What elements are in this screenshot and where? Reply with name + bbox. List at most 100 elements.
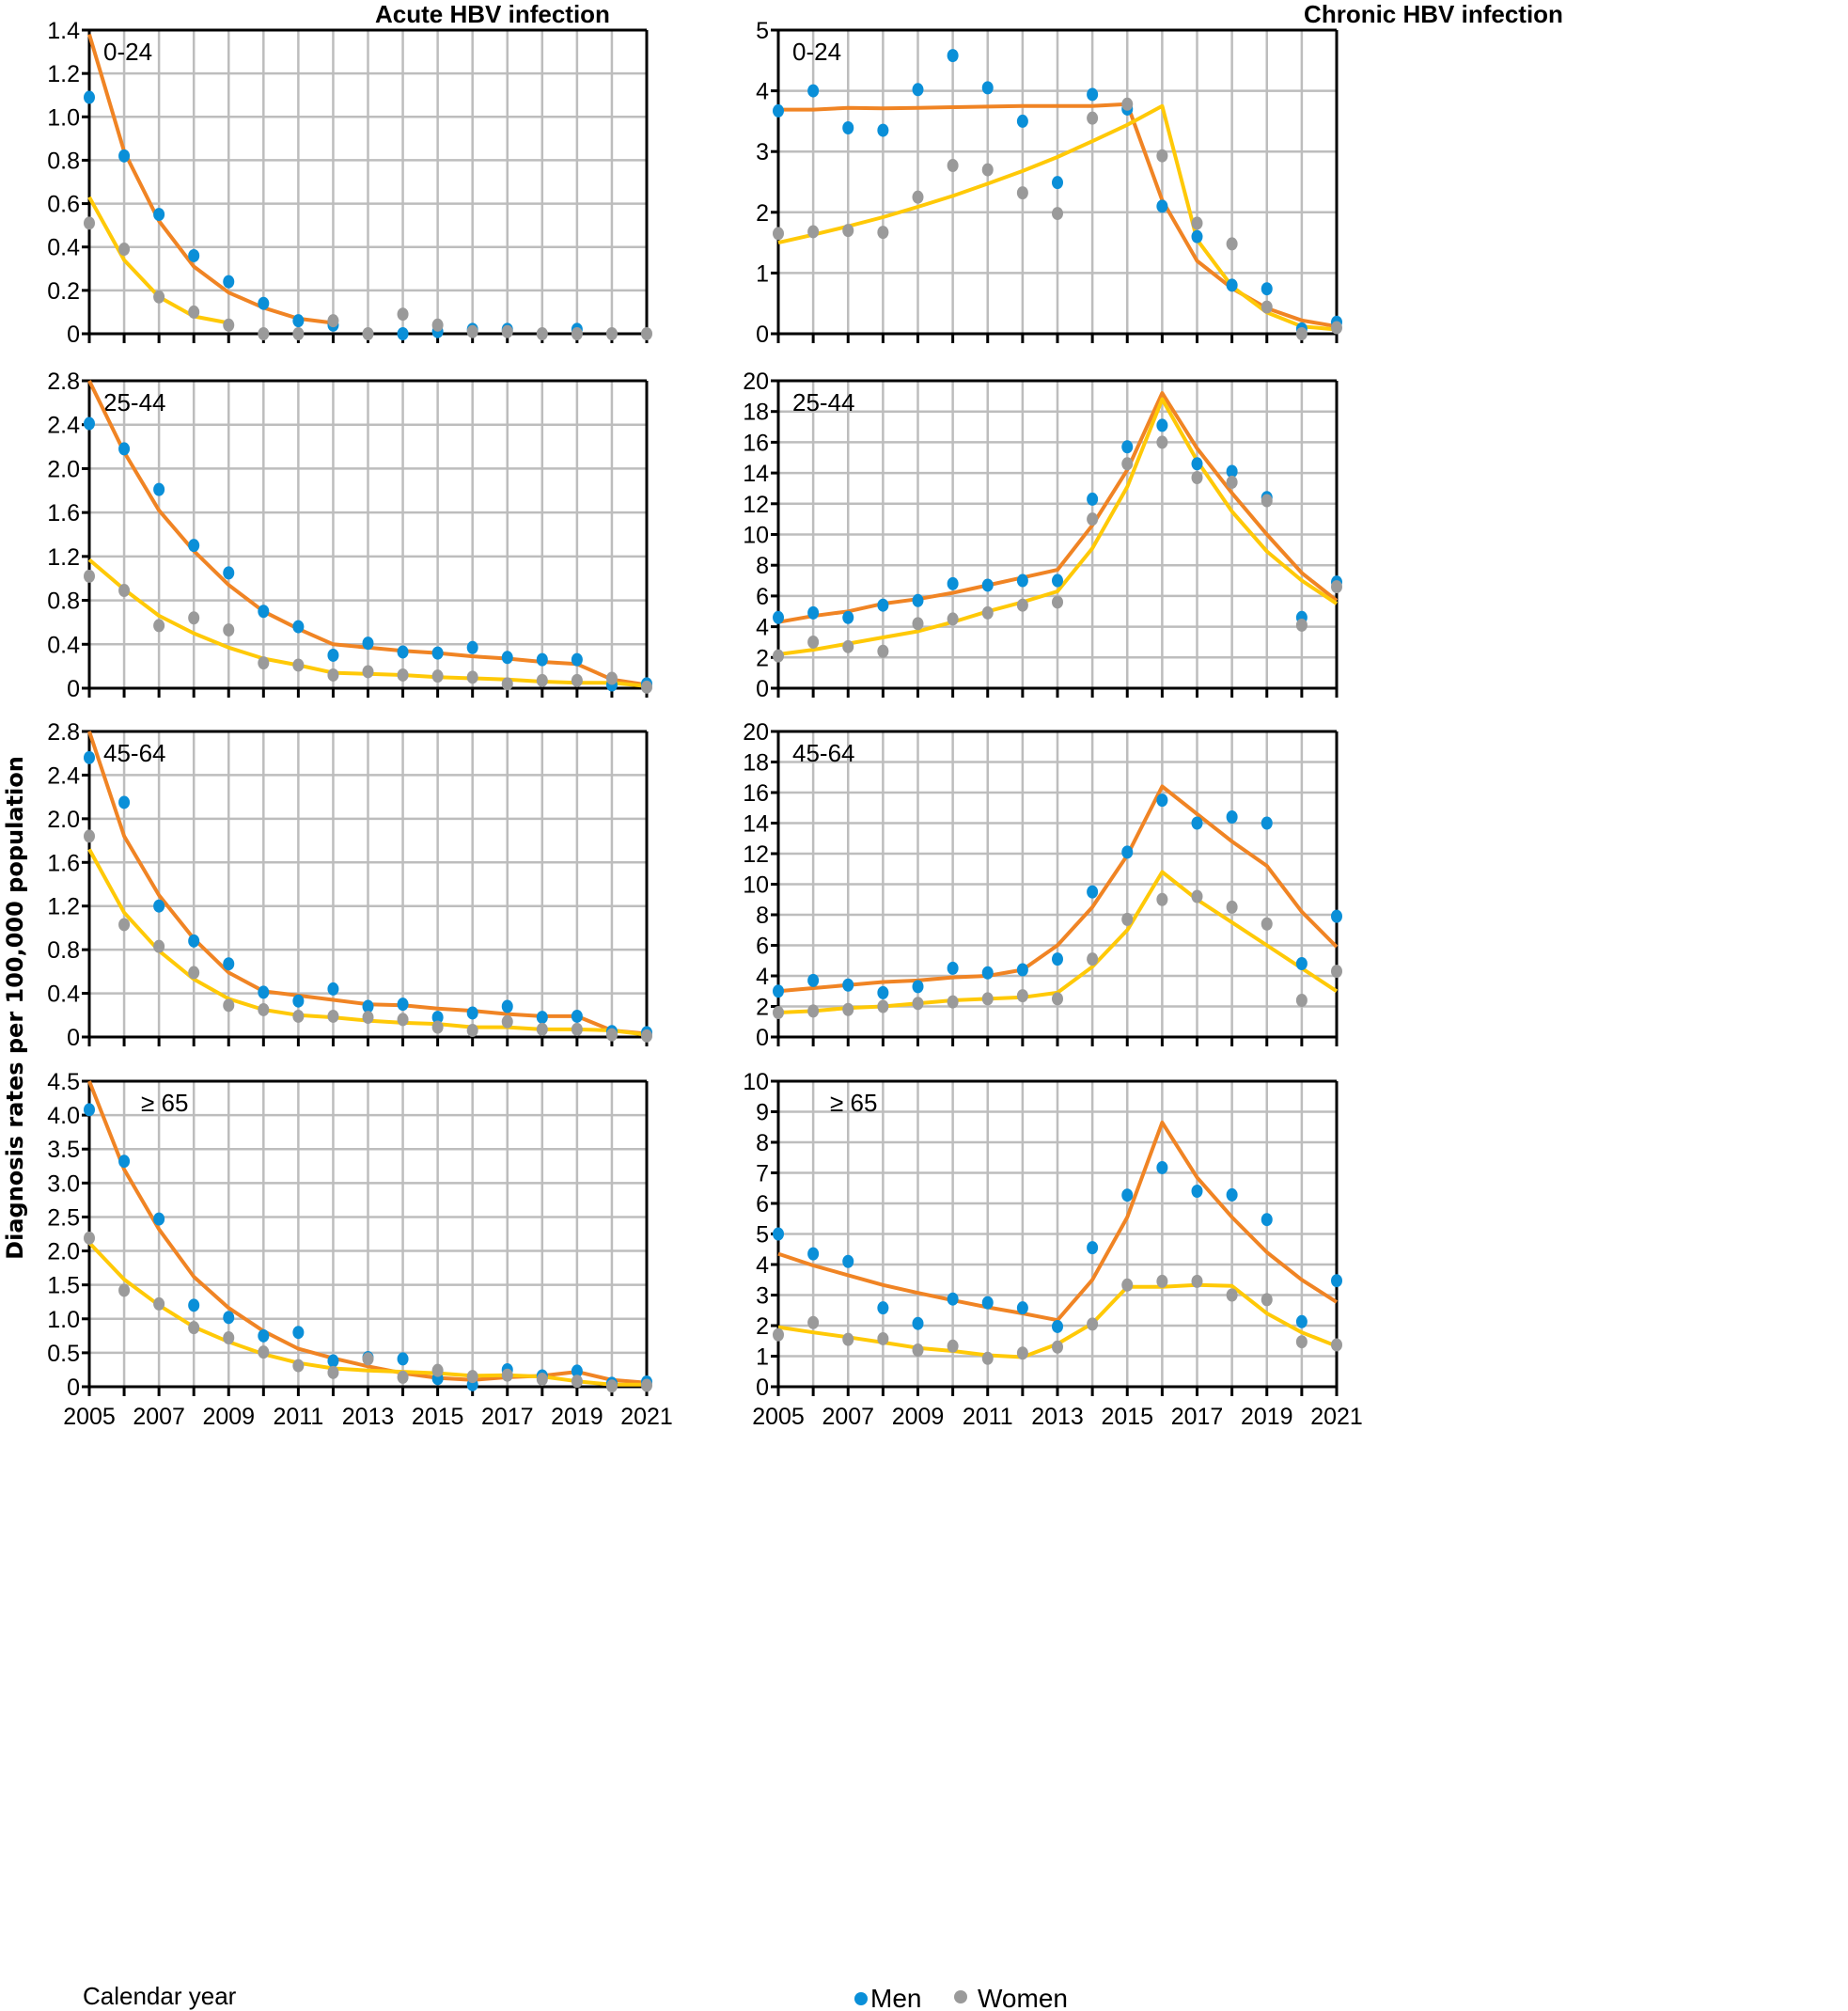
y-tick-label: 16: [743, 430, 769, 456]
men-data-point: [292, 1326, 305, 1340]
men-data-point: [223, 1311, 235, 1325]
men-data-point: [223, 275, 235, 289]
women-data-point: [118, 918, 131, 932]
men-data-point: [84, 750, 95, 764]
women-data-point: [362, 1352, 374, 1366]
men-data-point: [877, 598, 889, 612]
women-data-point: [84, 569, 95, 583]
women-fit-line: [777, 103, 1338, 332]
men-data-point: [118, 442, 131, 456]
y-tick-label: 4: [756, 79, 769, 105]
men-data-point: [1052, 176, 1063, 190]
women-data-point: [1087, 512, 1099, 526]
women-data-point: [223, 318, 235, 332]
y-tick-label: 4: [756, 615, 769, 641]
panel-acute-25-44: 0 0.4 0.8 1.2 1.6 2.0 2.4 2.8 25-44: [47, 369, 652, 702]
y-tick-label: 10: [743, 872, 769, 899]
men-data-point: [223, 566, 235, 580]
panel-chronic-0-24: 0 1 2 3 4 5 0-24: [756, 18, 1342, 348]
y-tick-label: 10: [743, 1069, 769, 1095]
women-data-point: [327, 668, 339, 682]
women-data-point: [258, 327, 270, 340]
y-tick-label: 6: [756, 584, 769, 610]
y-tick-label: 8: [756, 903, 769, 929]
women-data-point: [153, 1296, 165, 1311]
men-data-point: [258, 296, 270, 310]
column-title-chronic: Chronic HBV infection: [1304, 0, 1563, 28]
women-data-point: [466, 1024, 478, 1038]
men-data-point: [536, 1011, 548, 1025]
men-data-point: [188, 539, 200, 553]
women-data-point: [807, 635, 820, 649]
men-data-point: [1226, 1187, 1238, 1202]
men-data-point: [258, 985, 270, 999]
men-data-point: [153, 1212, 165, 1226]
women-data-point: [1052, 207, 1063, 221]
men-data-point: [466, 640, 478, 654]
men-data-point: [1052, 1319, 1063, 1333]
women-data-point: [397, 1370, 409, 1384]
men-data-point: [1156, 418, 1168, 432]
y-tick-label: 0: [67, 1025, 80, 1051]
men-data-point: [501, 651, 513, 665]
women-data-point: [605, 1379, 618, 1393]
women-data-point: [223, 623, 235, 637]
men-data-point: [947, 961, 959, 975]
women-data-point: [1156, 435, 1168, 449]
x-tick-label: 2011: [273, 1404, 323, 1430]
men-data-point: [773, 610, 784, 624]
men-data-point: [84, 416, 95, 431]
men-data-point: [842, 1254, 854, 1268]
y-tick-label: 1.4: [47, 18, 80, 44]
y-tick-label: 6: [756, 934, 769, 960]
men-data-point: [327, 648, 339, 662]
women-data-point: [466, 324, 478, 338]
men-data-point: [1052, 952, 1063, 966]
panel-chronic-65: 0 1 2 3 4 5 6 7 8 9 10 2005 2007 2009 2011 2013 2015 2017…: [743, 1069, 1363, 1430]
women-data-point: [188, 1321, 200, 1335]
y-tick-label: 0.8: [47, 937, 80, 964]
men-data-point: [466, 1006, 478, 1020]
men-data-point: [1191, 229, 1203, 244]
panel-age-label: 45-64: [792, 739, 855, 767]
y-tick-label: 4.0: [47, 1103, 80, 1129]
y-tick-label: 1.2: [47, 894, 80, 920]
men-data-point: [188, 1298, 200, 1312]
women-data-point: [1052, 992, 1063, 1006]
women-data-point: [1295, 618, 1308, 632]
women-data-point: [1087, 1317, 1099, 1331]
y-tick-label: 0.4: [47, 632, 80, 658]
x-tick-label: 2017: [481, 1404, 534, 1430]
women-data-point: [84, 216, 95, 230]
men-data-point: [292, 620, 305, 634]
men-data-point: [1191, 816, 1203, 830]
panel-age-label: 0-24: [103, 38, 152, 66]
x-tick-label: 2007: [822, 1404, 874, 1430]
women-data-point: [1226, 475, 1238, 489]
women-data-point: [877, 226, 889, 240]
men-data-point: [1156, 1160, 1168, 1174]
women-data-point: [536, 1373, 548, 1387]
y-tick-label: 4.5: [47, 1069, 80, 1095]
men-data-point: [1121, 1188, 1134, 1202]
women-data-point: [327, 1009, 339, 1023]
women-data-point: [641, 327, 652, 340]
women-data-point: [501, 677, 513, 691]
legend: Men Women: [854, 1984, 1068, 2011]
women-data-point: [1191, 216, 1203, 230]
y-tick-label: 0.6: [47, 192, 80, 218]
men-data-point: [501, 999, 513, 1013]
women-data-point: [605, 327, 618, 340]
women-data-point: [1295, 1335, 1308, 1349]
panels: 00.20.40.60.81.01.21.40-240123450-2400.4…: [47, 18, 1363, 1430]
y-tick-label: 3.0: [47, 1170, 80, 1197]
women-data-point: [118, 584, 131, 598]
x-tick-label: 2021: [1310, 1404, 1363, 1430]
women-data-point: [501, 1014, 513, 1029]
women-data-point: [466, 670, 478, 684]
y-tick-label: 2.8: [47, 369, 80, 395]
men-data-point: [1087, 492, 1099, 506]
y-tick-label: 2.5: [47, 1204, 80, 1231]
men-data-point: [1087, 1241, 1099, 1255]
women-data-point: [292, 1009, 305, 1023]
